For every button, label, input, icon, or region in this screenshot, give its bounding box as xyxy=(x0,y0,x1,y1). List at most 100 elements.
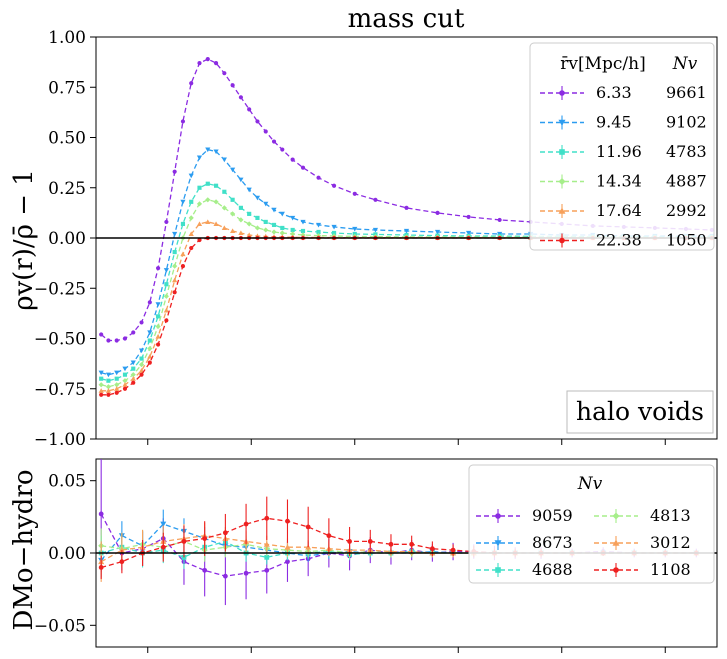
panel-0-series-1-point-7 xyxy=(155,302,161,307)
panel-0-series-2-point-22 xyxy=(280,225,285,231)
panel-0-series-1-point-15 xyxy=(221,157,227,163)
panel-0-series-2-point-1 xyxy=(106,378,111,383)
panel-0-series-5-point-7 xyxy=(156,342,161,347)
top-legend-entry-3-marker xyxy=(558,178,566,185)
bottom-legend-entry-0: 9059 xyxy=(476,506,573,525)
panel-0-series-1-point-13 xyxy=(205,147,211,153)
panel-0-series-2-point-12 xyxy=(197,185,202,190)
panel-0-series-0-point-17 xyxy=(238,95,243,100)
panel-0-series-5-point-5 xyxy=(139,372,144,377)
panel-0-series-0-point-12 xyxy=(197,61,202,66)
panel-0-series-0-point-23 xyxy=(290,157,295,162)
panel-1-series-5-point-7 xyxy=(243,521,249,527)
panel-0-series-4-point-4 xyxy=(130,376,136,381)
panel-0-series-1-point-21 xyxy=(271,207,277,213)
panel-0-series-0-point-1 xyxy=(106,338,111,343)
panel-0-series-5-point-8 xyxy=(164,318,169,323)
panel-1-series-4-point-1 xyxy=(118,547,125,553)
panel-1-series-0-point-0 xyxy=(98,511,104,517)
panel-0-series-0-point-25 xyxy=(316,175,321,180)
annotation-text: halo voids xyxy=(576,397,704,426)
panel-0-series-4-point-0 xyxy=(98,388,104,393)
panel-1-series-4-point-9 xyxy=(284,544,291,550)
panel-1-series-5-point-10 xyxy=(305,524,311,530)
panel-0-series-0-point-29 xyxy=(404,205,409,210)
panel-0-series-0-point-24 xyxy=(300,165,306,170)
panel-0-ytick-label-1: 0.75 xyxy=(48,78,86,98)
top-legend-entry-2-marker xyxy=(559,149,565,155)
panel-0-ytick-label-5: −0.25 xyxy=(34,279,86,299)
panel-0-series-5-point-0 xyxy=(99,392,104,397)
panel-0-series-1-point-3 xyxy=(122,366,128,372)
panel-0-series-0-point-28 xyxy=(373,197,378,202)
panel-0-series-3-point-1 xyxy=(105,384,112,390)
panel-0-series-1-point-11 xyxy=(188,173,194,179)
panel-0-series-4-point-13 xyxy=(205,219,211,224)
top-legend-header-right: Nv xyxy=(672,54,698,74)
panel-0-series-1-point-17 xyxy=(238,177,244,183)
panel-0-series-0-point-3 xyxy=(122,336,128,341)
top-legend-header-left: r̄v[Mpc/h] xyxy=(560,54,645,74)
panel-0-series-0-point-0 xyxy=(99,332,104,337)
panel-0-ytick-label-3: 0.25 xyxy=(48,179,86,199)
top-legend-entry-4-label: 17.64 xyxy=(596,201,642,220)
panel-1-series-5-point-9 xyxy=(285,518,290,524)
panel-1-series-0-point-8 xyxy=(264,567,270,573)
panel-1-ytick-label-1: 0.00 xyxy=(48,544,86,564)
top-legend-entry-3: 14.34 4887 xyxy=(540,172,707,191)
panel-0-ytick-label-6: −0.50 xyxy=(34,330,86,350)
bottom-legend-entry-3-marker xyxy=(612,512,620,520)
annotation-frame xyxy=(566,390,714,434)
panel-0-series-0-point-5 xyxy=(139,320,144,325)
panel-0-series-1-point-20 xyxy=(263,201,269,207)
panel-0-series-5-point-10 xyxy=(180,264,186,269)
bottom-legend-entry-2: 4688 xyxy=(476,560,573,579)
panel-0-series-0-point-15 xyxy=(222,71,227,76)
panel-0-series-0-point-30 xyxy=(435,210,440,215)
panel-0-series-0-point-4 xyxy=(131,330,136,335)
panel-1-series-5-point-0 xyxy=(98,565,104,570)
panel-1-series-5-point-5 xyxy=(202,536,208,541)
panel-0-series-4-point-3 xyxy=(122,382,128,387)
panel-0-series-3-point-5 xyxy=(138,362,145,368)
top-legend-entry-0-count: 9661 xyxy=(666,83,707,102)
panel-0-series-1-point-14 xyxy=(213,149,219,155)
panel-0-series-0-point-11 xyxy=(189,81,194,86)
panel-0-series-4-point-7 xyxy=(155,333,161,339)
panel-0-series-0-point-7 xyxy=(156,266,161,271)
bottom-legend-entry-3: 4813 xyxy=(594,506,691,525)
panel-1-series-2-point-4 xyxy=(181,554,187,560)
panel-0-series-0-line xyxy=(100,58,712,342)
bottom-legend-entry-2-label: 4688 xyxy=(532,560,573,579)
panel-1-series-5-point-15 xyxy=(409,541,415,547)
panel-0-series-0-point-32 xyxy=(497,217,502,222)
panel-0-series-5-point-4 xyxy=(131,380,136,385)
bottom-legend-entry-4-marker xyxy=(612,539,620,546)
panel-0-series-1-point-9 xyxy=(172,231,178,237)
bottom-legend-entry-5-marker xyxy=(613,567,619,573)
panel-0-series-3-point-6 xyxy=(147,345,153,352)
panel-0-series-2-point-7 xyxy=(156,314,161,319)
panel-0-series-2-line xyxy=(101,183,712,382)
panel-0-series-5-point-9 xyxy=(172,290,177,295)
panel-0-series-3-point-3 xyxy=(122,378,128,384)
panel-0-series-4-point-1 xyxy=(105,388,112,393)
panel-0-series-3-point-11 xyxy=(188,215,194,221)
bottom-legend-entry-2-marker xyxy=(495,567,501,573)
panel-0-series-3-point-16 xyxy=(230,211,236,217)
top-legend-entry-2-count: 4783 xyxy=(666,142,707,161)
panel-0-series-5-point-3 xyxy=(122,386,128,391)
panel-0-series-3-point-0 xyxy=(98,382,104,388)
panel-1-series-0-point-7 xyxy=(243,570,249,576)
panel-0-series-0-point-31 xyxy=(466,214,471,219)
panel-0-series-4-point-17 xyxy=(238,230,244,236)
top-legend-entry-2-label: 11.96 xyxy=(596,142,642,161)
panel-1-series-0-point-9 xyxy=(285,559,290,565)
panel-0-series-2-point-10 xyxy=(180,221,186,227)
panel-0-series-1-point-27 xyxy=(352,226,358,232)
panel-0-series-2-point-25 xyxy=(316,229,321,235)
bottom-legend-entry-0-label: 9059 xyxy=(532,506,573,525)
panel-0-series-1-point-10 xyxy=(180,199,186,205)
panel-0-series-2-point-3 xyxy=(122,372,128,377)
